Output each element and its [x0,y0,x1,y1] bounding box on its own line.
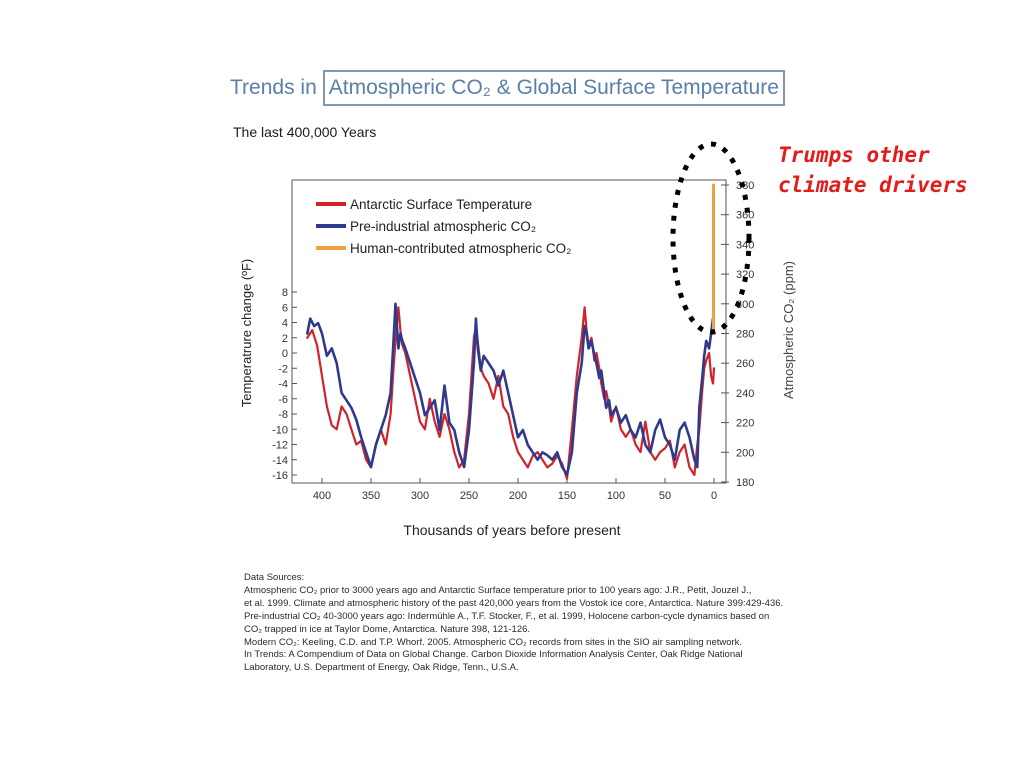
x-tick-label: 250 [460,490,478,502]
y2-tick-label: 340 [736,239,754,251]
plot-frame [291,179,727,484]
title-prefix: Trends in [230,76,317,99]
x-tick-label: 350 [362,490,380,502]
y-tick-label: -14 [272,455,288,467]
y-tick-label: -2 [278,363,288,375]
annotation-line-1: Trumps other [778,143,930,167]
temperature-line [306,306,716,480]
legend-label: Pre-industrial atmospheric CO₂ [350,219,536,234]
chart-subtitle: The last 400,000 Years [233,124,377,140]
y-tick-label: -6 [278,394,288,406]
y-tick-label: 4 [282,318,288,330]
y2-tick-label: 220 [736,418,754,430]
y-tick-label: -8 [278,409,288,421]
y2-tick-label: 180 [736,477,754,489]
x-tick-label: 400 [313,490,331,502]
source-line: CO₂ trapped in ice at Taylor Dome, Antar… [244,623,531,635]
co2-line [305,302,715,476]
y-tick-label: 2 [282,333,288,345]
x-tick-label: 50 [659,490,671,502]
y2-tick-label: 320 [736,269,754,281]
y2-axis-label: Atmospheric CO₂ (ppm) [781,261,796,399]
highlight-ellipse [670,141,752,335]
y-tick-label: -10 [272,424,288,436]
annotation-text: Trumps other climate drivers [778,140,968,200]
source-line: In Trends: A Compendium of Data on Globa… [244,649,743,661]
x-tick-label: 0 [711,490,717,502]
source-line: Pre-industrial CO₂ 40-3000 years ago: In… [244,610,770,622]
x-tick-label: 200 [509,490,527,502]
annotation-line-2: climate drivers [778,173,968,197]
y2-tick-label: 280 [736,329,754,341]
source-line: et al. 1999. Climate and atmospheric his… [244,597,784,609]
y-tick-label: -12 [272,440,288,452]
y-axis-label: Temperatrure change (ºF) [239,259,254,408]
y2-tick-label: 260 [736,358,754,370]
y-tick-label: 6 [282,302,288,314]
title-boxed: Atmospheric CO₂ & Global Surface Tempera… [322,70,785,106]
source-line: Atmospheric CO₂ prior to 3000 years ago … [244,584,752,596]
source-line: Laboratory, U.S. Department of Energy, O… [244,662,519,674]
legend-label: Antarctic Surface Temperature [350,197,532,212]
data-sources: Data Sources: Atmospheric CO₂ prior to 3… [244,572,824,675]
y-tick-label: -4 [278,379,288,391]
y-tick-label: 0 [282,348,288,360]
chart-title: Trends in Atmospheric CO₂ & Global Surfa… [230,68,785,108]
source-line: Data Sources: [244,572,305,583]
y2-tick-label: 240 [736,388,754,400]
legend-label: Human-contributed atmospheric CO₂ [350,241,571,256]
x-axis-label: Thousands of years before present [403,522,620,538]
x-tick-label: 150 [558,490,576,502]
y-tick-label: 8 [282,287,288,299]
y2-tick-label: 200 [736,447,754,459]
source-line: Modern CO₂: Keeling, C.D. and T.P. Whorf… [244,636,743,648]
x-tick-label: 300 [411,490,429,502]
y2-tick-label: 300 [736,299,754,311]
y-tick-label: -16 [272,470,288,482]
x-tick-label: 100 [607,490,625,502]
